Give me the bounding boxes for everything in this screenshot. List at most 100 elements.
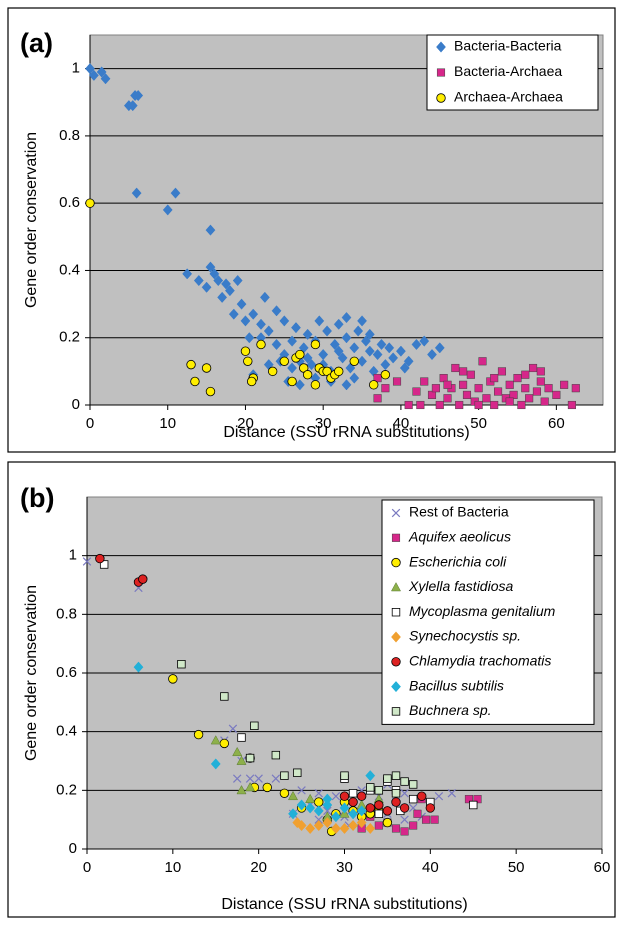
- legend-marker: [391, 681, 401, 693]
- point: [99, 560, 109, 569]
- point: [271, 774, 281, 783]
- point: [505, 397, 514, 406]
- point: [217, 291, 228, 303]
- point: [310, 339, 321, 350]
- point: [293, 768, 302, 777]
- point: [271, 305, 282, 317]
- x-tick-label: 0: [83, 859, 91, 876]
- panel-label: (b): [20, 483, 54, 513]
- point: [236, 298, 247, 310]
- point: [421, 815, 431, 824]
- point: [302, 352, 313, 364]
- point: [509, 390, 518, 399]
- point: [305, 802, 316, 814]
- point: [232, 774, 242, 783]
- y-tick-label: 0.2: [56, 781, 77, 798]
- point: [369, 380, 379, 390]
- point: [490, 374, 499, 383]
- point: [306, 359, 317, 371]
- legend-marker: [391, 533, 401, 542]
- point: [382, 806, 393, 816]
- x-tick-label: 20: [237, 415, 254, 432]
- point: [420, 377, 429, 386]
- point: [337, 352, 348, 364]
- point: [528, 363, 538, 373]
- point: [245, 782, 256, 792]
- y-tick-label: 0.8: [59, 127, 80, 144]
- point: [365, 770, 376, 782]
- x-tick-label: 20: [250, 859, 267, 876]
- point: [193, 274, 204, 287]
- point: [88, 69, 99, 81]
- point: [288, 808, 298, 820]
- point: [205, 224, 216, 236]
- point: [138, 574, 148, 584]
- point: [330, 822, 341, 835]
- legend-box: [381, 499, 595, 725]
- point: [425, 803, 436, 813]
- point: [291, 322, 301, 334]
- point: [201, 281, 212, 293]
- point: [434, 342, 445, 354]
- legend-marker: [436, 68, 446, 77]
- point: [536, 367, 545, 376]
- point: [292, 817, 303, 829]
- point: [365, 822, 376, 835]
- point: [168, 674, 178, 684]
- point: [177, 660, 186, 669]
- point: [382, 817, 393, 828]
- point: [399, 362, 410, 374]
- point: [250, 721, 259, 730]
- y-axis-title: Gene order conservation: [23, 132, 40, 308]
- point: [82, 557, 92, 566]
- x-tick-label: 40: [422, 859, 439, 876]
- point: [521, 370, 530, 379]
- point: [430, 815, 439, 824]
- x-tick-label: 10: [164, 859, 181, 876]
- point: [279, 356, 290, 366]
- point: [339, 791, 350, 801]
- point: [469, 800, 478, 810]
- panel-label: (a): [20, 28, 53, 58]
- point: [323, 806, 332, 816]
- point: [302, 328, 313, 340]
- x-tick-label: 60: [548, 415, 565, 432]
- point: [408, 780, 418, 789]
- point: [205, 261, 216, 273]
- point: [466, 370, 475, 379]
- point: [248, 308, 259, 320]
- point: [494, 387, 503, 396]
- point: [404, 400, 413, 410]
- point: [127, 100, 138, 112]
- point: [411, 338, 422, 351]
- point: [256, 339, 266, 350]
- point: [341, 311, 352, 324]
- point: [287, 790, 299, 801]
- point: [314, 789, 323, 798]
- point: [232, 746, 243, 757]
- point: [416, 400, 425, 410]
- x-axis-title: Distance (SSU rRNA substitutions): [223, 424, 469, 441]
- legend-label: Chlamydia trachomatis: [409, 653, 551, 669]
- point: [360, 335, 371, 347]
- point: [209, 268, 220, 280]
- point: [287, 376, 297, 387]
- point: [374, 800, 384, 810]
- point: [451, 363, 460, 373]
- point: [246, 376, 257, 387]
- point: [236, 785, 247, 795]
- legend-marker: [391, 657, 401, 667]
- point: [427, 348, 437, 361]
- point: [419, 335, 430, 347]
- legend-marker: [391, 508, 401, 518]
- point: [329, 338, 340, 351]
- point: [213, 274, 224, 287]
- point: [267, 366, 278, 377]
- point: [497, 367, 507, 376]
- point: [356, 805, 367, 817]
- point: [373, 394, 382, 403]
- point: [391, 789, 401, 798]
- point: [356, 791, 367, 801]
- x-tick-label: 30: [336, 859, 353, 876]
- point: [205, 386, 216, 397]
